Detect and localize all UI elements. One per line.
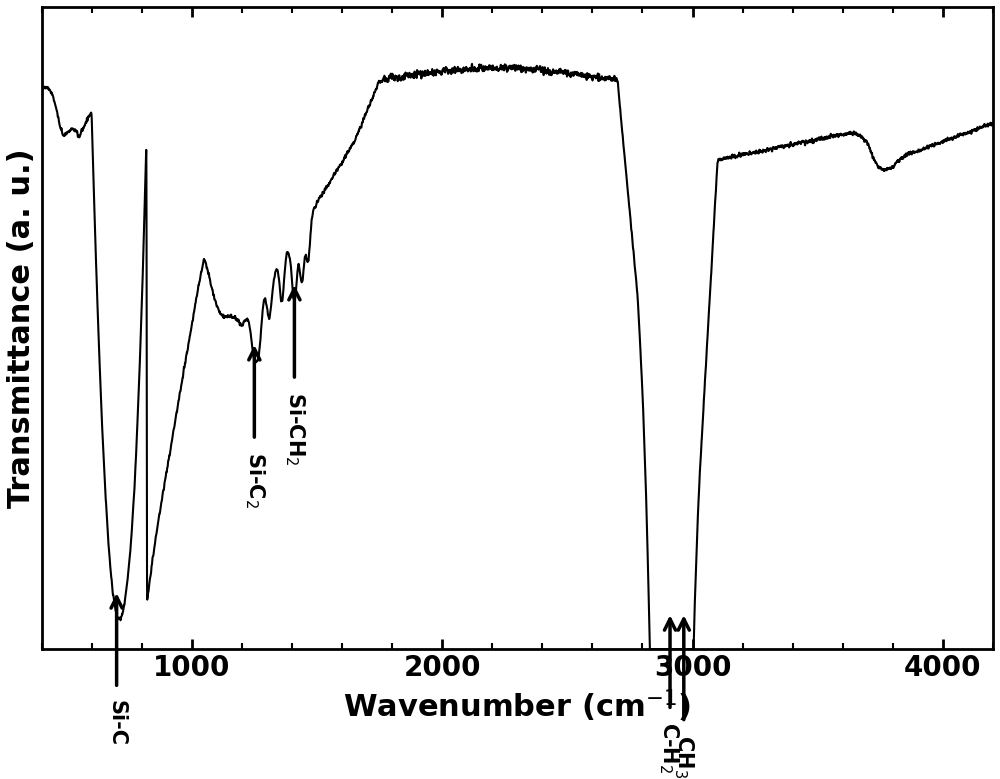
Text: C-H$_2$: C-H$_2$ (657, 722, 681, 774)
Text: CH$_3$: CH$_3$ (672, 735, 696, 777)
Text: Si-C: Si-C (107, 700, 127, 746)
Text: Si-CH$_2$: Si-CH$_2$ (283, 392, 306, 466)
X-axis label: Wavenumber (cm$^{-1}$): Wavenumber (cm$^{-1}$) (343, 688, 691, 724)
Y-axis label: Transmittance (a. u.): Transmittance (a. u.) (7, 148, 36, 508)
Text: Si-C$_2$: Si-C$_2$ (243, 452, 266, 509)
